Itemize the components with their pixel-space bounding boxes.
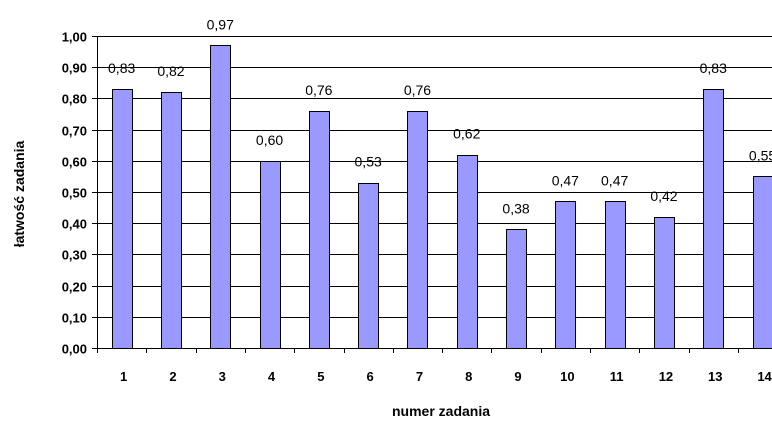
y-tick-label: 0,10 <box>62 311 87 326</box>
x-axis-title: numer zadania <box>392 403 490 419</box>
x-tick-label: 6 <box>367 369 374 384</box>
data-label: 0,83 <box>108 60 135 76</box>
data-label: 0,97 <box>207 16 234 32</box>
y-tick-label: 0,90 <box>62 61 87 76</box>
data-label: 0,47 <box>601 172 628 188</box>
y-tick-label: 1,00 <box>62 30 87 45</box>
data-labels: 0,83 0,82 0,97 0,60 0,76 0,53 0,76 0,62 0,38 0,47… <box>108 16 772 216</box>
x-tick-label: 5 <box>317 369 324 384</box>
y-tick-label: 0,80 <box>62 92 87 107</box>
x-tick-label: 4 <box>268 369 276 384</box>
bar <box>358 183 379 349</box>
axes <box>92 36 772 353</box>
bar <box>161 92 182 349</box>
x-tick-label: 10 <box>560 369 574 384</box>
bar <box>605 201 626 349</box>
bar <box>753 176 772 349</box>
data-label: 0,55 <box>749 147 772 163</box>
y-tick-label: 0,20 <box>62 280 87 295</box>
bar <box>407 111 428 349</box>
x-tick-label: 14 <box>757 369 772 384</box>
bar <box>112 89 133 349</box>
x-tick-label: 8 <box>465 369 472 384</box>
data-label: 0,76 <box>404 82 431 98</box>
y-tick-label: 0,70 <box>62 124 87 139</box>
bar <box>457 155 478 349</box>
y-tick-label: 0,60 <box>62 155 87 170</box>
x-tick-label: 12 <box>659 369 673 384</box>
x-tick-label: 13 <box>708 369 722 384</box>
bar <box>506 229 527 349</box>
data-label: 0,60 <box>256 132 283 148</box>
y-tick-label: 0,00 <box>62 342 87 357</box>
bars <box>112 45 772 349</box>
data-label: 0,82 <box>157 63 184 79</box>
x-tick-label: 11 <box>610 369 624 384</box>
data-label: 0,83 <box>700 60 727 76</box>
gridlines <box>97 36 772 318</box>
y-axis-title: łatwość zadania <box>11 140 27 247</box>
data-label: 0,53 <box>355 154 382 170</box>
data-label: 0,38 <box>502 200 529 216</box>
x-tick-labels: 1 2 3 4 5 6 7 8 9 10 11 12 13 14 <box>120 369 772 384</box>
data-label: 0,47 <box>552 172 579 188</box>
y-tick-label: 0,40 <box>62 217 87 232</box>
y-tick-label: 0,50 <box>62 186 87 201</box>
data-label: 0,76 <box>305 82 332 98</box>
y-tick-label: 0,30 <box>62 248 87 263</box>
bar <box>555 201 576 349</box>
bar <box>703 89 724 349</box>
x-tick-label: 7 <box>416 369 423 384</box>
y-tick-labels: 0,00 0,10 0,20 0,30 0,40 0,50 0,60 0,70 0,80 0,90… <box>62 30 87 357</box>
x-tick-label: 3 <box>219 369 226 384</box>
bar <box>654 217 675 349</box>
data-label: 0,62 <box>453 126 480 142</box>
x-tick-label: 2 <box>169 369 176 384</box>
data-label: 0,42 <box>650 188 677 204</box>
bar <box>210 45 231 349</box>
x-tick-label: 9 <box>514 369 521 384</box>
bar <box>309 111 330 349</box>
x-tick-label: 1 <box>120 369 127 384</box>
bar <box>260 161 281 349</box>
